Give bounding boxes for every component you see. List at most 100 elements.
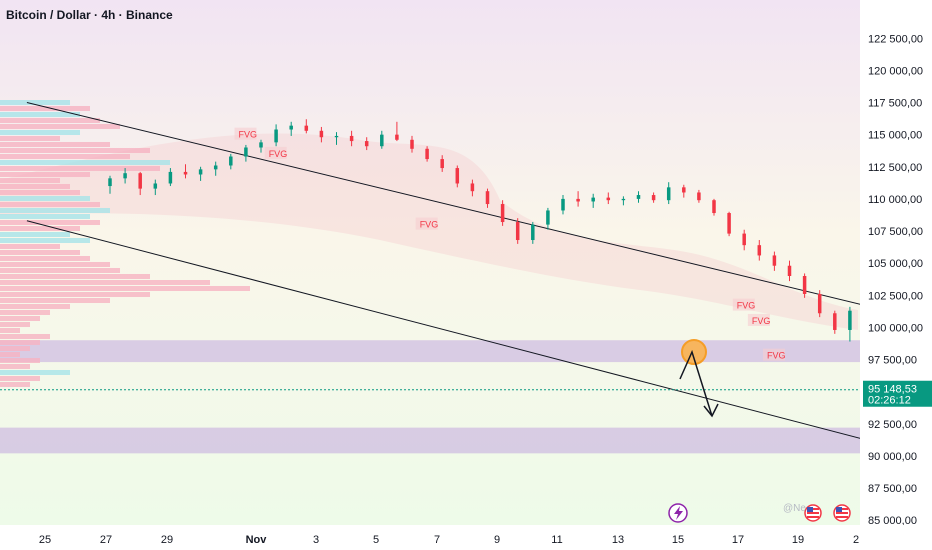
candle-body xyxy=(621,198,626,201)
candle-body xyxy=(153,183,158,189)
volume-profile-bar xyxy=(0,364,30,369)
x-tick-label: 7 xyxy=(434,534,440,546)
y-tick-label: 110 000,00 xyxy=(868,194,922,206)
y-tick-label: 122 500,00 xyxy=(868,33,923,45)
candle-body xyxy=(470,183,475,192)
volume-profile-bar xyxy=(0,130,80,135)
y-tick-label: 85 000,00 xyxy=(868,515,917,527)
fvg-label: FVG xyxy=(752,316,771,326)
candle-body xyxy=(787,265,792,276)
us-flag-icon xyxy=(804,504,822,522)
candle-body xyxy=(727,213,731,234)
candle-body xyxy=(364,141,369,147)
candle-body xyxy=(349,135,354,142)
candle-body xyxy=(123,173,127,179)
candle-body xyxy=(636,195,641,199)
volume-profile-bar xyxy=(0,256,90,261)
fvg-label-bg xyxy=(234,127,257,140)
candle-body xyxy=(213,165,218,170)
volume-profile-bar xyxy=(0,106,90,111)
x-tick-label: 19 xyxy=(792,534,804,546)
candle-body xyxy=(455,168,460,184)
channel-line xyxy=(26,220,903,450)
volume-profile-bar xyxy=(0,250,80,255)
candle-body xyxy=(425,148,429,160)
target-circle xyxy=(681,339,707,365)
x-tick-label: 5 xyxy=(373,534,379,546)
x-tick-label: 27 xyxy=(100,534,112,546)
volume-profile-bar xyxy=(0,292,150,297)
volume-profile-bar xyxy=(0,232,70,237)
fvg-label-bg xyxy=(747,313,770,326)
channel-line xyxy=(26,102,903,316)
price-badge xyxy=(863,380,932,407)
volume-profile-bar xyxy=(0,370,70,375)
price-scale xyxy=(860,0,932,550)
volume-profile-bar xyxy=(0,100,70,105)
volume-profile-bar xyxy=(0,190,80,195)
y-tick-label: 90 000,00 xyxy=(868,451,917,463)
y-tick-label: 117 500,00 xyxy=(868,98,922,110)
candle-body xyxy=(380,134,384,147)
volume-profile-bar xyxy=(0,136,60,141)
volume-profile-bar xyxy=(0,178,60,183)
volume-profile-bar xyxy=(0,340,40,345)
volume-profile-bar xyxy=(0,352,20,357)
candle-body xyxy=(531,224,535,241)
y-tick-label: 92 500,00 xyxy=(868,419,917,431)
candle-body xyxy=(500,204,505,223)
candle-body xyxy=(682,187,686,193)
price-badge-countdown: 02:26:12 xyxy=(868,395,911,407)
candle-body xyxy=(319,130,324,138)
x-tick-label: 29 xyxy=(161,534,173,546)
volume-profile-bar xyxy=(0,304,70,309)
candle-body xyxy=(440,159,444,169)
volume-profile-bar xyxy=(0,358,40,363)
us-flag-icon xyxy=(833,504,851,522)
candle-body xyxy=(757,245,762,256)
candle-body xyxy=(274,129,278,143)
x-tick-label: 11 xyxy=(551,534,562,546)
volume-profile-bar xyxy=(0,184,70,189)
x-tick-label: 17 xyxy=(732,534,744,546)
x-tick-label: Nov xyxy=(246,534,268,546)
supply-zone xyxy=(0,427,860,454)
volume-profile-bar xyxy=(0,376,40,381)
volume-profile-bar xyxy=(0,160,170,165)
candle-body xyxy=(334,135,339,138)
volume-profile-bar xyxy=(0,202,100,207)
fvg-label: FVG xyxy=(737,301,756,311)
candle-body xyxy=(229,156,233,166)
volume-profile-bar xyxy=(0,112,80,117)
candle-body xyxy=(591,197,595,202)
candle-body xyxy=(802,276,807,294)
candle-body xyxy=(395,134,399,140)
volume-profile-bar xyxy=(0,166,160,171)
volume-profile-bar xyxy=(0,298,110,303)
volume-profile-bar xyxy=(0,262,110,267)
volume-profile-bar xyxy=(0,286,250,291)
candle-body xyxy=(244,147,248,157)
volume-profile-bar xyxy=(0,226,80,231)
volume-profile-bar xyxy=(0,346,30,351)
chart-title: Bitcoin / Dollar · 4h · Binance xyxy=(6,8,173,22)
volume-profile-bar xyxy=(0,154,130,159)
candle-body xyxy=(108,178,112,187)
volume-profile-bar xyxy=(0,268,120,273)
volume-profile-bar xyxy=(0,238,90,243)
x-tick-label: 2 xyxy=(853,534,859,546)
y-tick-label: 120 000,00 xyxy=(868,65,923,77)
fvg-label: FVG xyxy=(767,351,786,361)
supply-zone xyxy=(0,340,860,363)
candle-body xyxy=(772,255,777,266)
x-tick-label: 9 xyxy=(494,534,500,546)
candle-body xyxy=(259,142,263,148)
projection-arrow xyxy=(679,349,719,418)
volume-profile-bar xyxy=(0,322,30,327)
volume-profile-bar xyxy=(0,142,110,147)
candle-body xyxy=(817,293,822,314)
fvg-label-bg xyxy=(415,217,438,230)
fvg-label: FVG xyxy=(269,149,288,159)
